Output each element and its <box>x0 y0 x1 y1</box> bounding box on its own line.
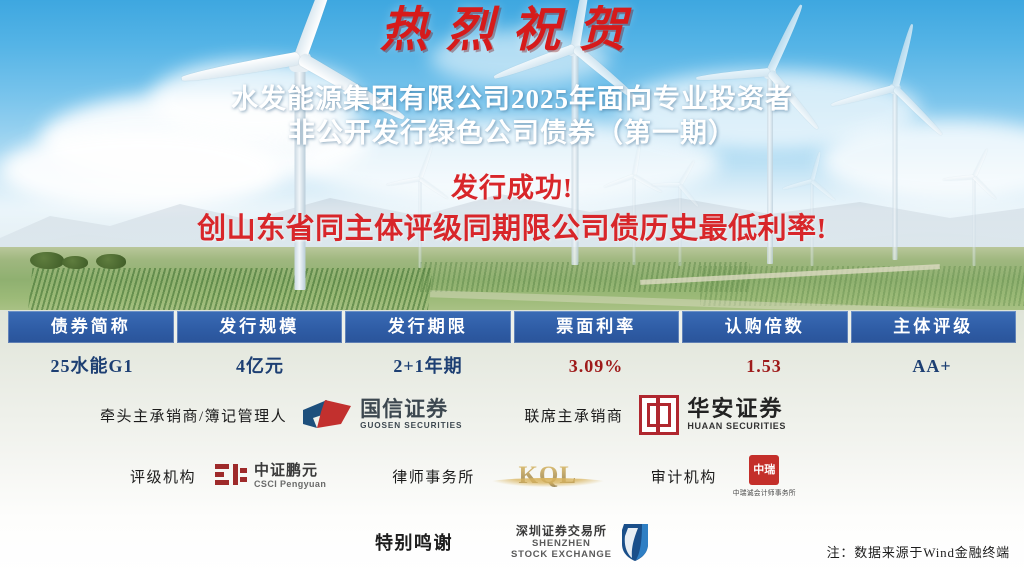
wind-turbine-icon <box>942 148 998 268</box>
page-title: 热烈祝贺 <box>379 4 644 57</box>
szse-mark-icon <box>618 522 652 562</box>
szse-name-cn: 深圳证券交易所 <box>515 524 607 538</box>
joint-underwriter-label: 联席主承销商 <box>524 408 624 425</box>
huaan-name-en: HUAAN SECURITIES <box>687 421 786 431</box>
tree <box>30 252 64 269</box>
lead-underwriter-label: 牵头主承销商/簿记管理人 <box>100 408 288 425</box>
guosen-securities-logo: 国信证券 GUOSEN SECURITIES <box>301 398 462 432</box>
table-cell-bond-name: 25水能G1 <box>50 356 134 376</box>
table-cell-subscription-multiple: 1.53 <box>746 356 782 376</box>
csci-pengyuan-logo: 中证鹏元 CSCI Pengyuan <box>214 461 327 490</box>
data-source-note: 注：数据来源于Wind金融终端 <box>826 545 1010 560</box>
table-cell-issue-size: 4亿元 <box>236 356 284 376</box>
law-firm-label: 律师事务所 <box>392 469 475 486</box>
table-cell-coupon-rate: 3.09% <box>568 356 624 376</box>
wind-turbine-icon <box>603 144 663 267</box>
table-header-cell: 票面利率 <box>513 311 682 343</box>
szse-logo: 深圳证券交易所 SHENZHEN STOCK EXCHANGE <box>511 522 652 562</box>
huaan-securities-logo: 华安证券 HUAAN SECURITIES <box>639 395 786 435</box>
table-header-cell: 主体评级 <box>850 311 1016 343</box>
wind-turbine-icon <box>695 3 821 267</box>
zhongrui-audit-logo: 中瑞 中瑞诚会计师事务所 <box>733 455 796 497</box>
kql-law-firm-logo: KQL <box>488 461 607 491</box>
wind-turbine-icon <box>782 151 837 268</box>
tree <box>96 254 126 269</box>
wind-turbine-icon <box>652 159 700 268</box>
special-thanks-row: 特别鸣谢 深圳证券交易所 SHENZHEN STOCK EXCHANGE <box>0 516 1024 568</box>
service-providers-row: 评级机构 中证鹏元 CSCI Pengyuan 律师事务所 KQ <box>0 452 1024 500</box>
bond-subtitle-line2: 非公开发行绿色公司债券（第一期） <box>288 118 736 148</box>
huaan-seal-icon <box>639 395 680 435</box>
issuance-success-text: 发行成功! <box>451 173 573 203</box>
guosen-name-cn: 国信证券 <box>360 398 449 421</box>
szse-name-en-line1: SHENZHEN <box>532 538 591 549</box>
tree <box>62 256 88 269</box>
audit-firm-label: 审计机构 <box>650 469 717 486</box>
rating-agency-label: 评级机构 <box>130 469 197 486</box>
wind-turbine-icon <box>830 23 945 260</box>
details-panel <box>0 310 1024 576</box>
underwriters-row: 牵头主承销商/簿记管理人 国信证券 GUOSEN SECURITIES 联席主承… <box>0 392 1024 438</box>
guosen-name-en: GUOSEN SECURITIES <box>360 421 463 430</box>
wind-turbine-icon <box>386 146 449 270</box>
bond-subtitle-line1: 水发能源集团有限公司2025年面向专业投资者 <box>231 84 793 114</box>
table-header-cell: 债券简称 <box>8 311 177 343</box>
table-header-cell: 认购倍数 <box>682 311 851 343</box>
special-thanks-label: 特别鸣谢 <box>375 533 453 553</box>
atmospheric-haze <box>0 150 1024 260</box>
szse-name-en-line2: STOCK EXCHANGE <box>511 549 612 560</box>
guosen-mark-icon <box>301 398 353 432</box>
zhongrui-caption: 中瑞诚会计师事务所 <box>732 490 796 497</box>
table-cell-issuer-rating: AA+ <box>912 356 952 376</box>
wind-turbine-icon <box>492 0 644 270</box>
bond-subtitle: 水发能源集团有限公司2025年面向专业投资者 非公开发行绿色公司债券（第一期） <box>0 82 1024 150</box>
table-cell-term: 2+1年期 <box>393 356 463 376</box>
huaan-name-cn: 华安证券 <box>687 396 784 421</box>
bond-table-value-row: 25水能G1 4亿元 2+1年期 3.09% 1.53 AA+ <box>8 352 1016 380</box>
record-low-rate-text: 创山东省同主体评级同期限公司债历史最低利率! <box>197 213 827 245</box>
csci-mark-icon <box>214 463 248 489</box>
zhongrui-seal-icon: 中瑞 <box>749 455 780 485</box>
csci-name-en: CSCI Pengyuan <box>254 478 327 489</box>
table-header-cell: 发行期限 <box>345 311 514 343</box>
kql-swoosh-icon <box>488 478 607 487</box>
bond-table-header-row: 债券简称 发行规模 发行期限 票面利率 认购倍数 主体评级 <box>8 311 1016 343</box>
csci-name-cn: 中证鹏元 <box>254 461 319 479</box>
table-header-cell: 发行规模 <box>176 311 345 343</box>
background-scene <box>0 0 1024 320</box>
wind-turbine-icon <box>180 0 408 290</box>
